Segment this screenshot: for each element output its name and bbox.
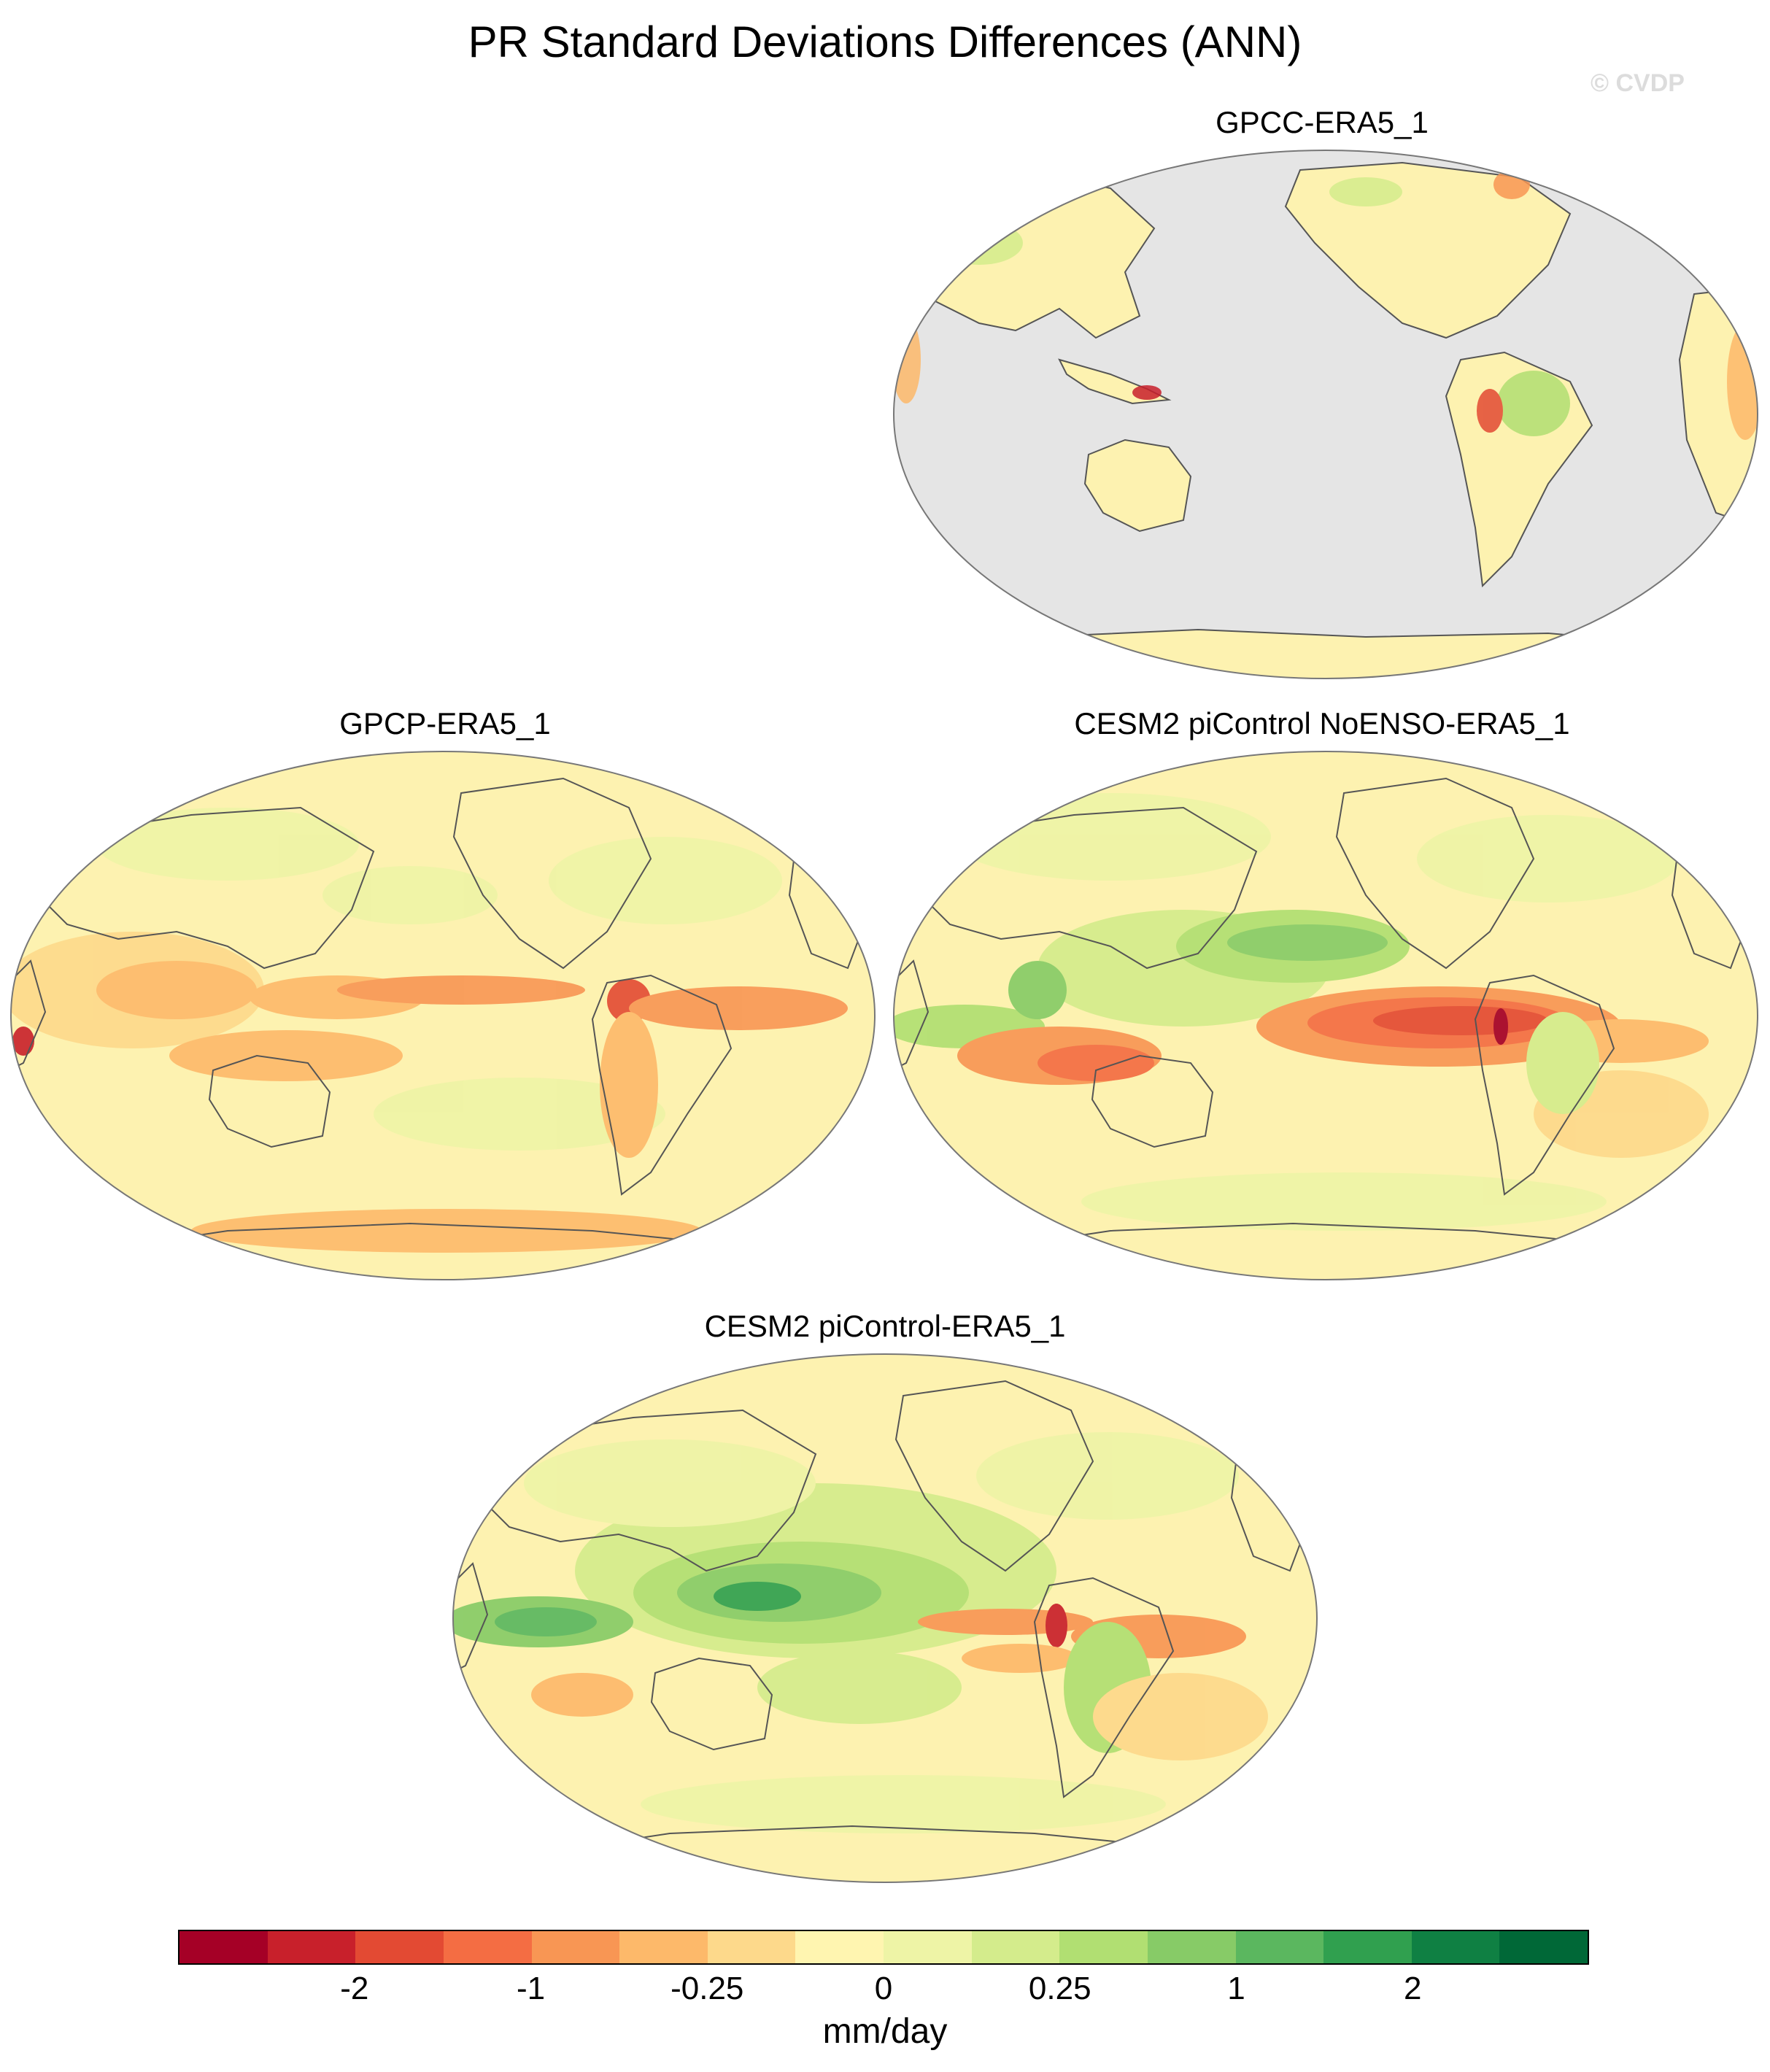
- colorbar-units: mm/day: [822, 2012, 948, 2051]
- colorbar-tick-label: 1: [1227, 1971, 1245, 2006]
- map-gpcc: [893, 150, 1758, 679]
- colorbar-tick-label: 0: [874, 1971, 893, 2006]
- colorbar-swatch: [1147, 1931, 1236, 1963]
- colorbar-tick-label: 0.25: [1028, 1971, 1091, 2006]
- colorbar-swatch: [1323, 1931, 1412, 1963]
- colorbar-swatch: [795, 1931, 884, 1963]
- colorbar-swatch: [443, 1931, 532, 1963]
- colorbar-swatch: [971, 1931, 1060, 1963]
- panel-title-gpcp: GPCP-ERA5_1: [339, 706, 551, 741]
- cvdp-credit: © CVDP: [1591, 69, 1685, 97]
- map-picontrol: [452, 1353, 1318, 1883]
- anomaly-patches-picontrol: [453, 1432, 1268, 1833]
- colorbar-swatch: [179, 1931, 268, 1963]
- figure-title: PR Standard Deviations Differences (ANN): [468, 18, 1302, 66]
- colorbar-swatch: [707, 1931, 796, 1963]
- colorbar-swatch: [1235, 1931, 1324, 1963]
- map-gpcp: [10, 751, 876, 1280]
- colorbar-tick-label: -1: [516, 1971, 546, 2006]
- colorbar-swatch: [355, 1931, 444, 1963]
- colorbar-swatch: [1411, 1931, 1500, 1963]
- panel-title-picontrol: CESM2 piControl-ERA5_1: [704, 1309, 1066, 1343]
- colorbar-tick-label: -2: [340, 1971, 369, 2006]
- colorbar-swatch: [1499, 1931, 1588, 1963]
- anomaly-patches-gpcp: [11, 808, 848, 1253]
- colorbar-swatch: [267, 1931, 356, 1963]
- colorbar-swatch: [619, 1931, 708, 1963]
- colorbar-swatch: [1059, 1931, 1148, 1963]
- colorbar-swatch: [531, 1931, 620, 1963]
- colorbar-swatch: [884, 1931, 972, 1963]
- panel-title-gpcc: GPCC-ERA5_1: [1216, 105, 1429, 139]
- colorbar-tick-label: -0.25: [670, 1971, 744, 2006]
- panel-title-noenso: CESM2 piControl NoENSO-ERA5_1: [1074, 706, 1570, 741]
- colorbar: [178, 1930, 1589, 1965]
- map-noenso: [893, 751, 1758, 1280]
- colorbar-tick-label: 2: [1404, 1971, 1422, 2006]
